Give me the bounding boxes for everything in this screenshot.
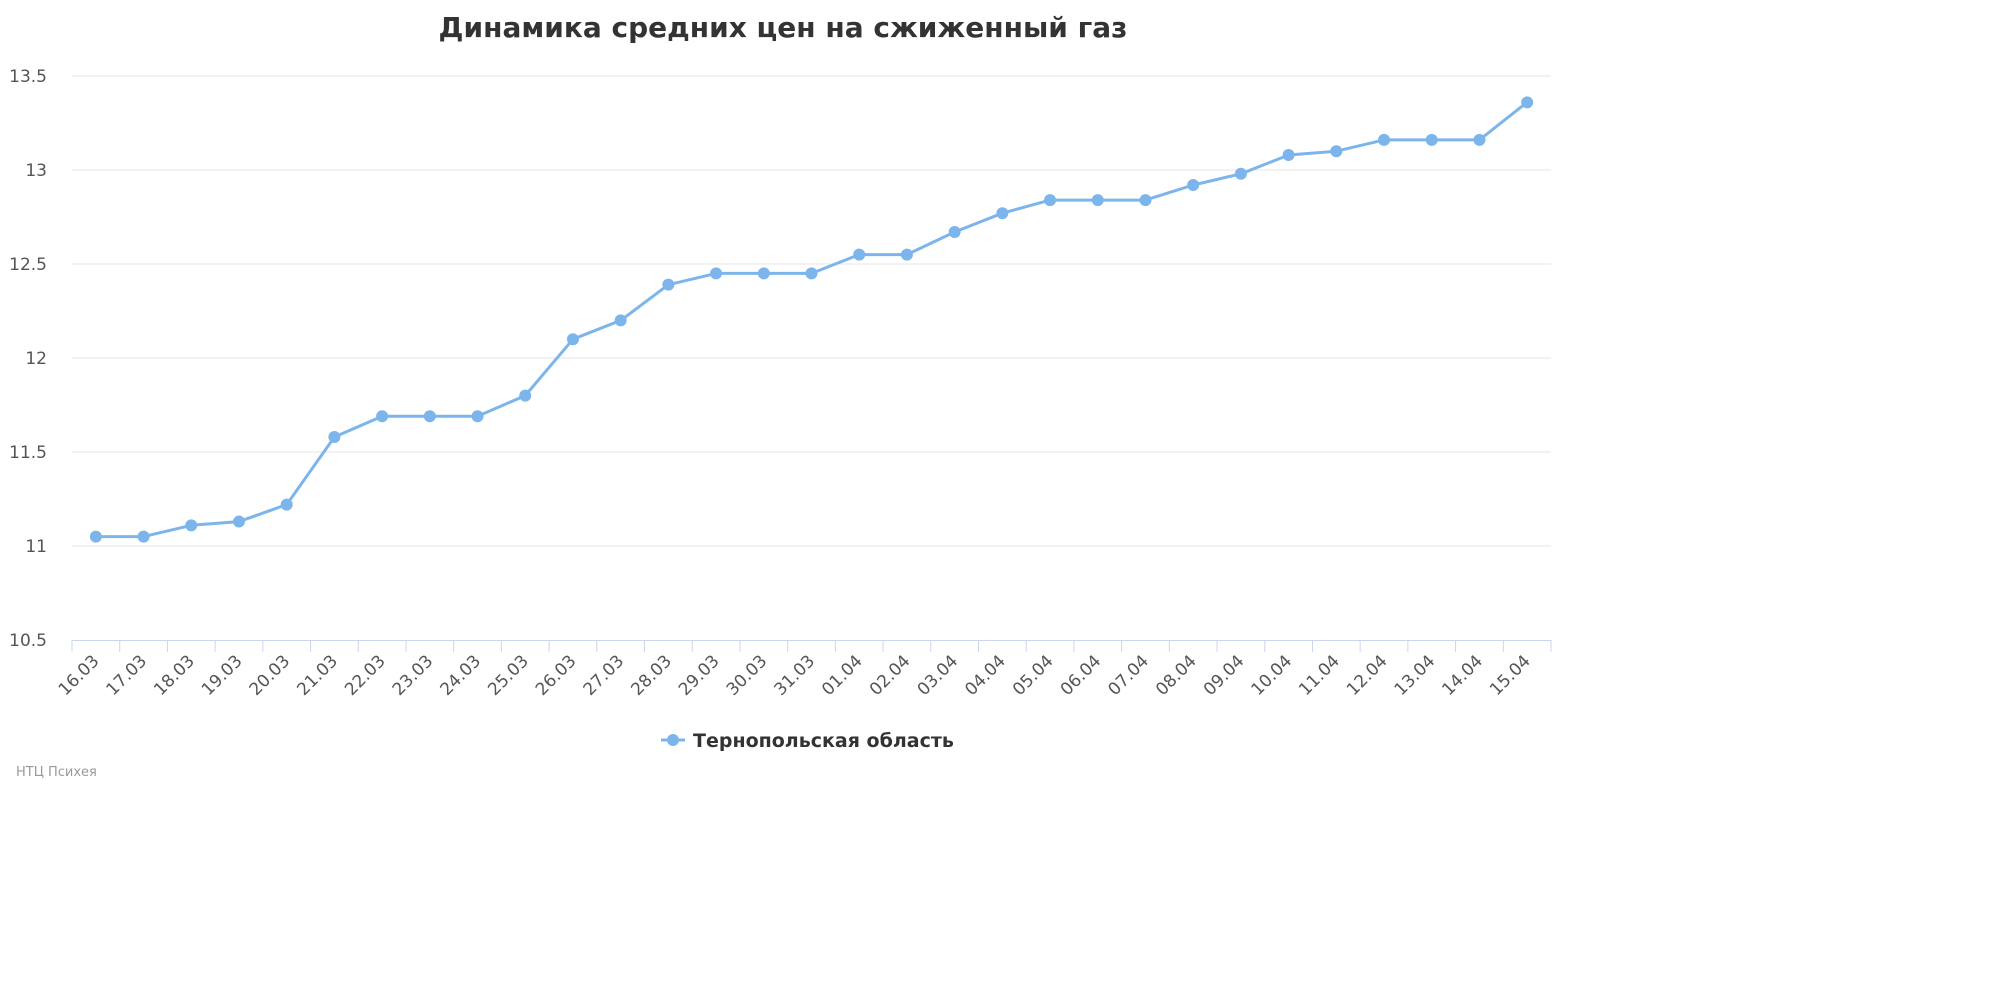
x-tick-label: 25.03 bbox=[484, 651, 533, 700]
data-point[interactable] bbox=[900, 248, 913, 261]
legend-label: Тернопольская область bbox=[693, 730, 954, 752]
y-tick-label: 11.5 bbox=[9, 443, 47, 463]
series-layer bbox=[89, 96, 1534, 543]
x-tick-label: 22.03 bbox=[341, 651, 390, 700]
x-tick-label: 31.03 bbox=[770, 651, 819, 700]
x-axis: 16.03 17.03 18.03 19.03 20.03 21.03 22.03 23.03… bbox=[55, 640, 1552, 700]
x-tick-label: 16.03 bbox=[55, 651, 104, 700]
data-point[interactable] bbox=[710, 267, 723, 280]
x-tick-label: 23.03 bbox=[389, 651, 438, 700]
data-point[interactable] bbox=[1044, 194, 1057, 207]
data-point[interactable] bbox=[423, 410, 436, 423]
x-tick-label: 15.04 bbox=[1486, 651, 1535, 700]
data-point[interactable] bbox=[757, 267, 770, 280]
data-point[interactable] bbox=[89, 530, 102, 543]
line-chart: Динамика средних цен на сжиженный газ 10… bbox=[9, 11, 1552, 780]
data-point[interactable] bbox=[805, 267, 818, 280]
data-point[interactable] bbox=[1091, 194, 1104, 207]
data-point[interactable] bbox=[1234, 167, 1247, 180]
y-tick-label: 13 bbox=[25, 161, 47, 181]
x-tick-label: 03.04 bbox=[914, 651, 963, 700]
x-tick-label: 11.04 bbox=[1295, 651, 1344, 700]
data-point[interactable] bbox=[471, 410, 484, 423]
data-point[interactable] bbox=[519, 389, 532, 402]
data-point[interactable] bbox=[137, 530, 150, 543]
x-tick-label: 13.04 bbox=[1391, 651, 1440, 700]
x-tick-label: 01.04 bbox=[818, 651, 867, 700]
x-tick-label: 18.03 bbox=[150, 651, 199, 700]
x-tick-label: 20.03 bbox=[246, 651, 295, 700]
x-tick-label: 02.04 bbox=[866, 651, 915, 700]
y-tick-label: 12.5 bbox=[9, 255, 47, 275]
y-tick-label: 13.5 bbox=[9, 67, 47, 87]
y-tick-label: 10.5 bbox=[9, 631, 47, 651]
x-tick-label: 28.03 bbox=[627, 651, 676, 700]
series-line bbox=[94, 100, 1529, 539]
x-tick-label: 21.03 bbox=[293, 651, 342, 700]
data-point[interactable] bbox=[1187, 179, 1200, 192]
data-point[interactable] bbox=[185, 519, 198, 532]
data-point[interactable] bbox=[1425, 133, 1438, 146]
x-tick-label: 30.03 bbox=[723, 651, 772, 700]
data-point[interactable] bbox=[1139, 194, 1152, 207]
x-tick-label: 26.03 bbox=[532, 651, 581, 700]
data-point[interactable] bbox=[853, 248, 866, 261]
x-tick-label: 14.04 bbox=[1438, 651, 1487, 700]
x-tick-label: 06.04 bbox=[1057, 651, 1106, 700]
x-tick-label: 24.03 bbox=[437, 651, 486, 700]
data-point[interactable] bbox=[1521, 96, 1534, 109]
gridlines bbox=[72, 75, 1551, 547]
x-tick-label: 17.03 bbox=[103, 651, 152, 700]
x-tick-label: 04.04 bbox=[961, 651, 1010, 700]
y-tick-label: 11 bbox=[25, 537, 47, 557]
chart-title: Динамика средних цен на сжиженный газ bbox=[439, 11, 1128, 44]
data-point[interactable] bbox=[996, 207, 1009, 220]
data-point[interactable] bbox=[328, 430, 341, 443]
x-tick-label: 27.03 bbox=[580, 651, 629, 700]
data-point[interactable] bbox=[948, 226, 961, 239]
data-point[interactable] bbox=[280, 498, 293, 511]
data-point[interactable] bbox=[614, 314, 627, 327]
x-tick-label: 12.04 bbox=[1343, 651, 1392, 700]
data-point[interactable] bbox=[1330, 145, 1343, 158]
x-tick-label: 10.04 bbox=[1248, 651, 1297, 700]
x-tick-label: 19.03 bbox=[198, 651, 247, 700]
legend-marker-icon bbox=[667, 734, 679, 746]
x-tick-label: 09.04 bbox=[1200, 651, 1249, 700]
credits-label[interactable]: НТЦ Психея bbox=[16, 765, 97, 780]
data-point[interactable] bbox=[1282, 148, 1295, 161]
data-point[interactable] bbox=[662, 278, 675, 291]
y-axis-labels: 10.5 11 11.5 12 12.5 13 13.5 bbox=[9, 67, 47, 651]
legend[interactable]: Тернопольская область bbox=[661, 730, 954, 752]
x-tick-label: 05.04 bbox=[1009, 651, 1058, 700]
data-point[interactable] bbox=[232, 515, 245, 528]
data-point[interactable] bbox=[1473, 133, 1486, 146]
data-point[interactable] bbox=[566, 333, 579, 346]
x-tick-label: 07.04 bbox=[1104, 651, 1153, 700]
y-tick-label: 12 bbox=[25, 349, 47, 369]
x-tick-label: 08.04 bbox=[1152, 651, 1201, 700]
data-point[interactable] bbox=[1378, 133, 1391, 146]
x-tick-label: 29.03 bbox=[675, 651, 724, 700]
data-point[interactable] bbox=[376, 410, 389, 423]
